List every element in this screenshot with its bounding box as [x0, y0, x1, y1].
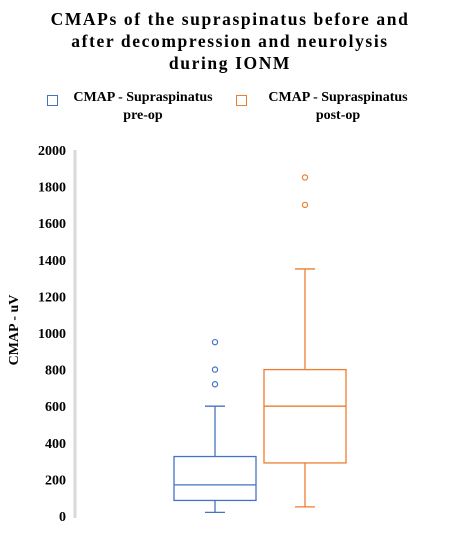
box-pre-op: [173, 455, 257, 502]
y-tick-label-2000: 2000: [38, 144, 66, 159]
chart-title-line-3: during IONM: [168, 53, 292, 73]
legend-swatch-pre-op: [47, 95, 58, 106]
y-tick-label-400: 400: [45, 437, 66, 452]
y-tick-label-1400: 1400: [38, 254, 66, 269]
box-post-op: [263, 368, 347, 464]
legend-label-post-op-line-2: post-op: [315, 108, 361, 123]
legend-label-post-op-line-1: CMAP - Supraspinatus: [268, 90, 408, 105]
legend-label-post-op: CMAP - Supraspinatus post-op: [253, 89, 423, 125]
chart-title: CMAPs of the supraspinatus before and af…: [0, 8, 460, 74]
y-tick-label-1000: 1000: [38, 327, 66, 342]
y-tick-label-1600: 1600: [38, 217, 66, 232]
y-tick-label-200: 200: [45, 473, 66, 488]
outlier-point-pre-op-3: [211, 338, 219, 346]
y-tick-label-600: 600: [45, 400, 66, 415]
chart-title-line-1: CMAPs of the supraspinatus before and: [50, 9, 410, 29]
legend-label-pre-op-line-1: CMAP - Supraspinatus: [73, 90, 213, 105]
y-tick-label-1800: 1800: [38, 181, 66, 196]
chart-title-line-2: after decompression and neurolysis: [71, 31, 389, 51]
outlier-point-post-op-2: [301, 174, 309, 181]
outlier-point-pre-op-1: [211, 381, 219, 388]
legend-label-pre-op: CMAP - Supraspinatus pre-op: [63, 89, 223, 125]
outlier-point-post-op-1: [301, 201, 309, 209]
y-tick-label-800: 800: [45, 364, 66, 379]
outlier-point-pre-op-2: [211, 366, 219, 373]
y-tick-label-1200: 1200: [38, 290, 66, 305]
legend-swatch-post-op: [236, 95, 247, 106]
chart-legend: CMAP - Supraspinatus pre-op CMAP - Supra…: [0, 89, 460, 129]
y-tick-label-0: 0: [59, 510, 66, 525]
legend-label-pre-op-line-2: pre-op: [123, 108, 163, 123]
